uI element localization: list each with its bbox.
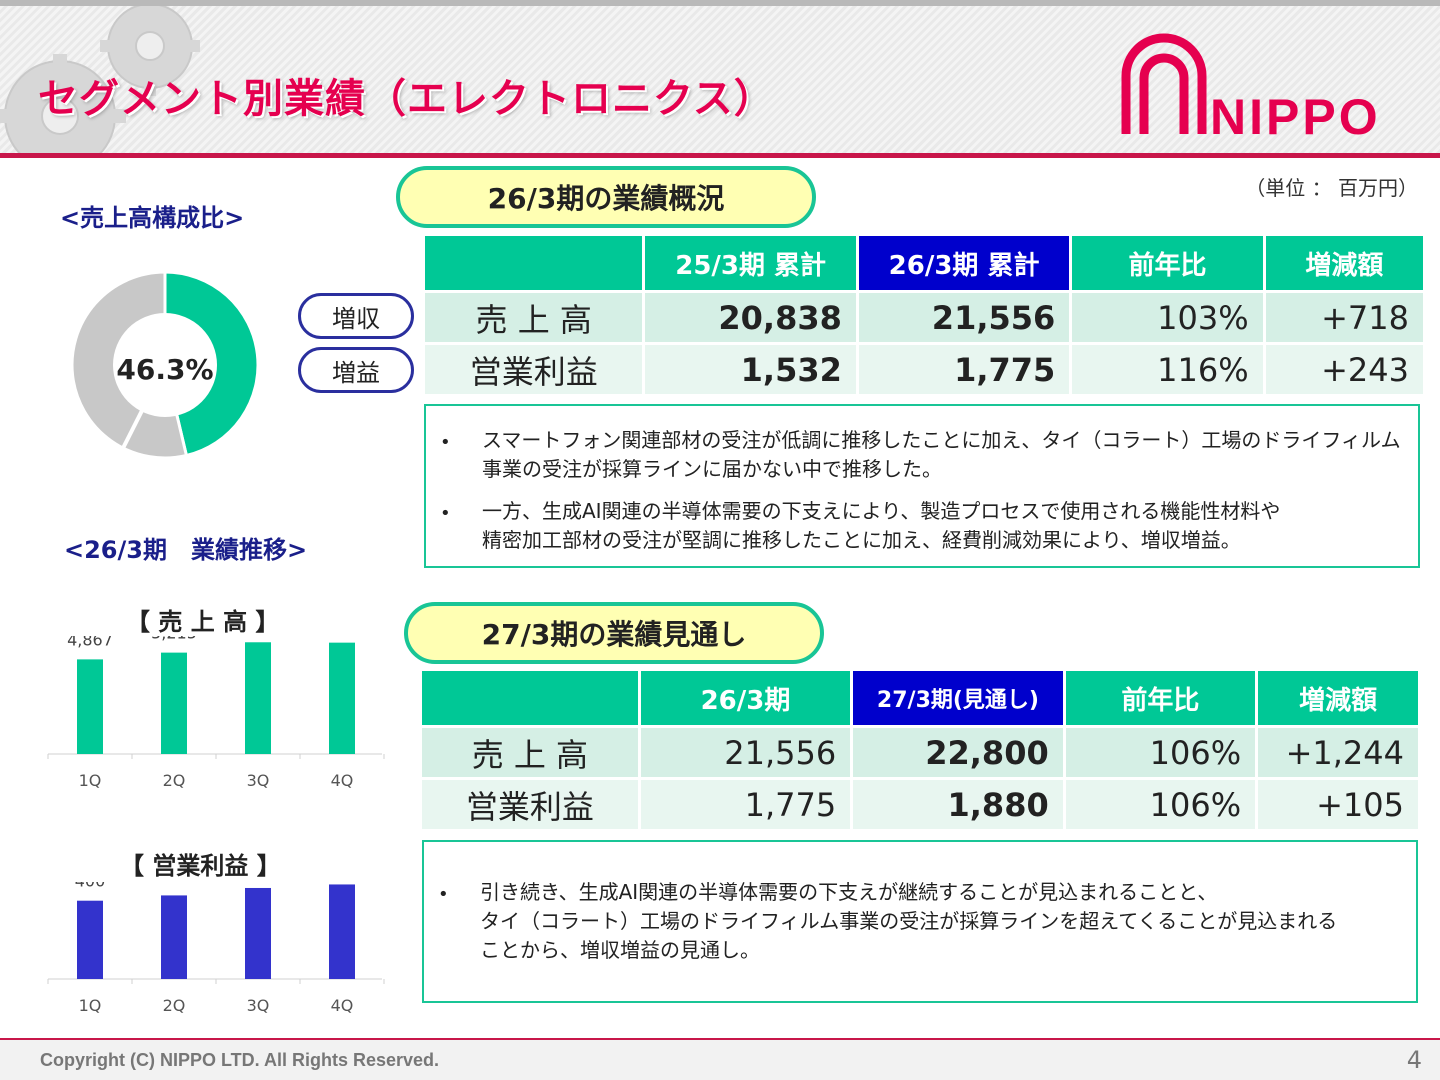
- note-line: スマートフォン関連部材の受注が低調に推移したことに加え、タイ（コラート）工場のド…: [482, 428, 1401, 452]
- cell-value: 106%: [1065, 780, 1256, 829]
- tick-label: 1Q: [79, 996, 102, 1015]
- data-label: 4,867: [67, 636, 113, 649]
- results-table: 25/3期 累計 26/3期 累計 前年比 増減額 売 上 高 20,838 2…: [422, 233, 1426, 397]
- cell-value: 1,532: [645, 345, 856, 394]
- data-label: 427: [159, 882, 190, 885]
- profit-up-badge: 増益: [298, 347, 414, 393]
- row-label: 売 上 高: [422, 728, 638, 777]
- unit-note: （単位 ： 百万円）: [1245, 176, 1418, 200]
- note-line: 精密加工部材の受注が堅調に推移したことに加え、経費削減効果により、増収増益。: [482, 528, 1241, 552]
- table-row: 営業利益 1,532 1,775 116% +243: [425, 345, 1423, 394]
- gear-decoration-icon: [0, 6, 200, 156]
- slide-footer: [0, 1040, 1440, 1080]
- results-notes: • スマートフォン関連部材の受注が低調に推移したことに加え、タイ（コラート）工場…: [424, 404, 1420, 568]
- row-label: 営業利益: [422, 780, 638, 829]
- bar: [245, 642, 271, 754]
- cell-value: 22,800: [853, 728, 1063, 777]
- results-header-prev: 25/3期 累計: [645, 236, 856, 290]
- data-label: 5,215: [151, 636, 197, 643]
- cell-value: 20,838: [645, 293, 856, 342]
- results-header-row: 25/3期 累計 26/3期 累計 前年比 増減額: [425, 236, 1423, 290]
- cell-value: 106%: [1065, 728, 1256, 777]
- bullet-icon: •: [438, 884, 449, 905]
- cell-value: 21,556: [858, 293, 1070, 342]
- tick-label: 2Q: [163, 771, 186, 790]
- footer-divider: [0, 1038, 1440, 1040]
- op-profit-bar-chart: 4001Q4272Q4653Q4834Q: [47, 882, 385, 1015]
- cell-value: +243: [1265, 345, 1423, 394]
- tick-label: 1Q: [79, 771, 102, 790]
- forecast-table: 26/3期 27/3期(見通し) 前年比 増減額 売 上 高 21,556 22…: [419, 668, 1421, 832]
- row-label: 売 上 高: [425, 293, 643, 342]
- cell-value: +718: [1265, 293, 1423, 342]
- note-line: タイ（コラート）工場のドライフィルム事業の受注が採算ラインを超えてくることが見込…: [480, 909, 1338, 933]
- composition-value: 46.3%: [116, 353, 213, 386]
- table-row: 売 上 高 20,838 21,556 103% +718: [425, 293, 1423, 342]
- revenue-up-badge: 増収: [298, 293, 414, 339]
- note-line: ことから、増収増益の見通し。: [480, 938, 760, 962]
- results-header-current: 26/3期 累計: [858, 236, 1070, 290]
- row-label: 営業利益: [425, 345, 643, 394]
- table-row: 営業利益 1,775 1,880 106% +105: [422, 780, 1418, 829]
- composition-label: <売上高構成比>: [60, 204, 245, 232]
- bullet-icon: •: [440, 503, 451, 524]
- note-line: 事業の受注が採算ラインに届かない中で推移した。: [482, 457, 942, 481]
- note-line: 一方、生成AI関連の半導体需要の下支えにより、製造プロセスで使用される機能性材料…: [482, 499, 1281, 523]
- list-item: 一方、生成AI関連の半導体需要の下支えにより、製造プロセスで使用される機能性材料…: [482, 497, 1280, 555]
- op-profit-chart-title: 【 営業利益 】: [120, 852, 281, 880]
- sales-chart-title: 【 売 上 高 】: [126, 608, 280, 636]
- data-label: 400: [75, 882, 106, 891]
- bar: [245, 887, 271, 979]
- bar: [77, 659, 103, 754]
- forecast-header-row: 26/3期 27/3期(見通し) 前年比 増減額: [422, 671, 1418, 725]
- svg-text:NIPPO: NIPPO: [1210, 89, 1381, 138]
- cell-value: +105: [1258, 780, 1418, 829]
- forecast-header-blank: [422, 671, 638, 725]
- slide-header: セグメント別業績（エレクトロニクス） NIPPO: [0, 0, 1440, 158]
- cell-value: +1,244: [1258, 728, 1418, 777]
- bar: [329, 642, 355, 754]
- forecast-header-forecast: 27/3期(見通し): [853, 671, 1063, 725]
- cell-value: 1,775: [640, 780, 851, 829]
- cell-value: 103%: [1072, 293, 1263, 342]
- header-divider: [0, 153, 1440, 158]
- note-line: 引き続き、生成AI関連の半導体需要の下支えが継続することが見込まれることと、: [480, 880, 1218, 904]
- cell-value: 21,556: [640, 728, 851, 777]
- results-title: 26/3期の業績概況: [396, 166, 816, 228]
- list-item: 引き続き、生成AI関連の半導体需要の下支えが継続することが見込まれることと、 タ…: [480, 878, 1337, 965]
- copyright: Copyright (C) NIPPO LTD. All Rights Rese…: [40, 1050, 440, 1070]
- bar: [329, 884, 355, 979]
- forecast-notes: • 引き続き、生成AI関連の半導体需要の下支えが継続することが見込まれることと、…: [422, 840, 1418, 1003]
- results-header-yoy: 前年比: [1072, 236, 1263, 290]
- list-item: スマートフォン関連部材の受注が低調に推移したことに加え、タイ（コラート）工場のド…: [482, 426, 1401, 484]
- results-header-blank: [425, 236, 643, 290]
- sales-bar-chart: 4,8671Q5,2152Q5,7473Q5,7284Q: [47, 636, 385, 790]
- composition-donut-chart: 46.3%: [70, 270, 260, 460]
- results-header-change: 増減額: [1265, 236, 1423, 290]
- trend-label: <26/3期 業績推移>: [64, 536, 308, 564]
- table-row: 売 上 高 21,556 22,800 106% +1,244: [422, 728, 1418, 777]
- page-number: 4: [1406, 1046, 1422, 1074]
- bar: [161, 895, 187, 979]
- cell-value: 116%: [1072, 345, 1263, 394]
- nippo-logo: NIPPO: [1121, 33, 1381, 138]
- tick-label: 3Q: [247, 771, 270, 790]
- bar: [161, 652, 187, 754]
- page-title: セグメント別業績（エレクトロニクス）: [38, 76, 775, 122]
- tick-label: 2Q: [163, 996, 186, 1015]
- forecast-header-yoy: 前年比: [1065, 671, 1256, 725]
- bullet-icon: •: [440, 432, 451, 453]
- tick-label: 4Q: [331, 771, 354, 790]
- forecast-title: 27/3期の業績見通し: [404, 602, 824, 664]
- tick-label: 3Q: [247, 996, 270, 1015]
- forecast-header-current: 26/3期: [640, 671, 851, 725]
- cell-value: 1,880: [853, 780, 1063, 829]
- bar: [77, 900, 103, 979]
- forecast-header-change: 増減額: [1258, 671, 1418, 725]
- cell-value: 1,775: [858, 345, 1070, 394]
- tick-label: 4Q: [331, 996, 354, 1015]
